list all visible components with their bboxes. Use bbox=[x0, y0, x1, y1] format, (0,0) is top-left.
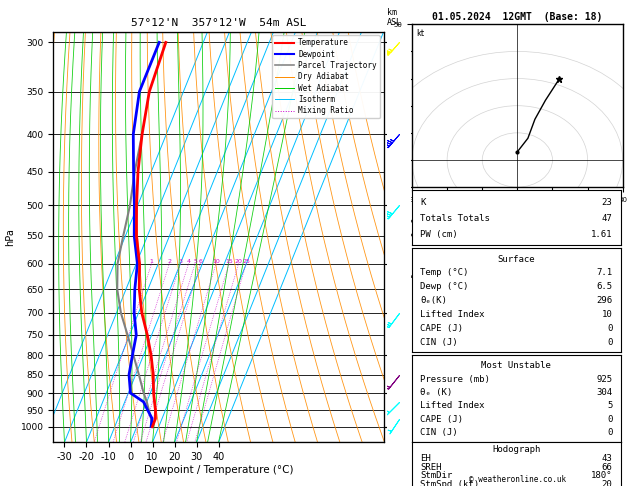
Text: CAPE (J): CAPE (J) bbox=[420, 324, 464, 333]
Text: Most Unstable: Most Unstable bbox=[481, 361, 552, 370]
Text: 0: 0 bbox=[607, 428, 613, 437]
Text: Lifted Index: Lifted Index bbox=[420, 401, 485, 410]
Text: 180°: 180° bbox=[591, 471, 613, 480]
Text: 25: 25 bbox=[242, 259, 250, 263]
Text: 6.5: 6.5 bbox=[596, 282, 613, 292]
Text: θₑ (K): θₑ (K) bbox=[420, 388, 453, 397]
Text: 20: 20 bbox=[602, 480, 613, 486]
Text: 7.1: 7.1 bbox=[596, 268, 613, 278]
Text: CIN (J): CIN (J) bbox=[420, 338, 458, 347]
Text: 925: 925 bbox=[596, 375, 613, 383]
Text: Totals Totals: Totals Totals bbox=[420, 214, 490, 223]
Text: Pressure (mb): Pressure (mb) bbox=[420, 375, 490, 383]
Text: Surface: Surface bbox=[498, 255, 535, 263]
Text: Temp (°C): Temp (°C) bbox=[420, 268, 469, 278]
Text: 296: 296 bbox=[596, 296, 613, 305]
Text: StmDir: StmDir bbox=[420, 471, 453, 480]
Text: 23: 23 bbox=[602, 198, 613, 207]
Text: km
ASL: km ASL bbox=[387, 8, 402, 28]
Text: 0: 0 bbox=[607, 324, 613, 333]
Legend: Temperature, Dewpoint, Parcel Trajectory, Dry Adiabat, Wet Adiabat, Isotherm, Mi: Temperature, Dewpoint, Parcel Trajectory… bbox=[272, 35, 380, 118]
Text: θₑ(K): θₑ(K) bbox=[420, 296, 447, 305]
Text: K: K bbox=[420, 198, 426, 207]
Text: Mixing Ratio (g/kg): Mixing Ratio (g/kg) bbox=[404, 213, 413, 301]
Text: StmSpd (kt): StmSpd (kt) bbox=[420, 480, 479, 486]
Text: 66: 66 bbox=[602, 463, 613, 471]
Text: 01.05.2024  12GMT  (Base: 18): 01.05.2024 12GMT (Base: 18) bbox=[432, 12, 603, 22]
Text: 2: 2 bbox=[167, 259, 172, 263]
Text: SREH: SREH bbox=[420, 463, 442, 471]
Text: Dewp (°C): Dewp (°C) bbox=[420, 282, 469, 292]
Text: 5: 5 bbox=[607, 401, 613, 410]
Text: 0: 0 bbox=[607, 338, 613, 347]
Text: Lifted Index: Lifted Index bbox=[420, 310, 485, 319]
Text: 5: 5 bbox=[193, 259, 197, 263]
Text: Hodograph: Hodograph bbox=[493, 445, 540, 454]
Text: 4: 4 bbox=[187, 259, 191, 263]
Text: 20: 20 bbox=[235, 259, 242, 263]
Text: EH: EH bbox=[420, 453, 431, 463]
Text: 10: 10 bbox=[212, 259, 220, 263]
Text: PW (cm): PW (cm) bbox=[420, 230, 458, 239]
Text: 304: 304 bbox=[596, 388, 613, 397]
Text: CIN (J): CIN (J) bbox=[420, 428, 458, 437]
Text: 1: 1 bbox=[150, 259, 153, 263]
Text: 43: 43 bbox=[602, 453, 613, 463]
Y-axis label: hPa: hPa bbox=[5, 228, 15, 246]
Text: kt: kt bbox=[416, 29, 425, 38]
Text: 47: 47 bbox=[602, 214, 613, 223]
Text: © weatheronline.co.uk: © weatheronline.co.uk bbox=[469, 474, 566, 484]
Text: 15: 15 bbox=[225, 259, 233, 263]
Text: CAPE (J): CAPE (J) bbox=[420, 415, 464, 424]
X-axis label: Dewpoint / Temperature (°C): Dewpoint / Temperature (°C) bbox=[144, 465, 293, 475]
Text: 3: 3 bbox=[179, 259, 182, 263]
Text: 6: 6 bbox=[199, 259, 203, 263]
Text: 1.61: 1.61 bbox=[591, 230, 613, 239]
Text: 0: 0 bbox=[607, 415, 613, 424]
Text: 10: 10 bbox=[602, 310, 613, 319]
Title: 57°12'N  357°12'W  54m ASL: 57°12'N 357°12'W 54m ASL bbox=[131, 18, 306, 28]
